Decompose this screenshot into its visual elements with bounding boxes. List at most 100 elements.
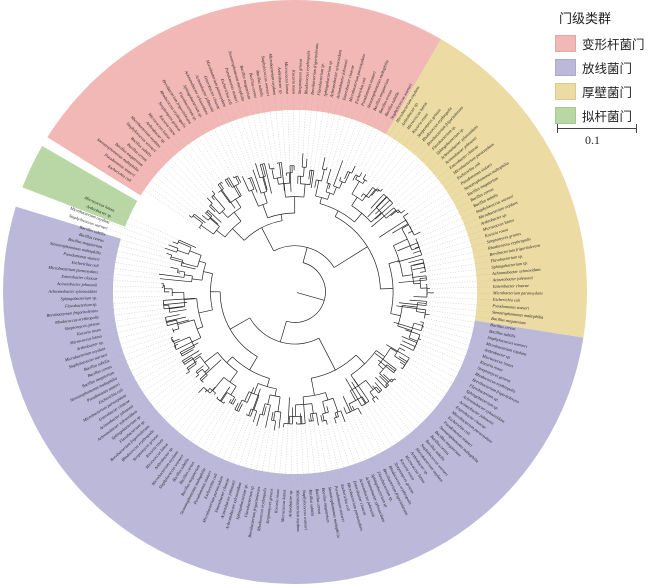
inner-ring [113,110,477,474]
tree-branch [332,398,339,413]
tree-arc [217,352,238,372]
guide-line [234,423,253,479]
guide-line [121,343,197,384]
tree-arc [362,178,367,182]
guide-line [383,142,423,188]
tree-branch [277,396,281,412]
tree-branch [170,256,183,261]
tree-branch [233,212,242,222]
guide-line [375,383,425,439]
guide-line [225,108,257,191]
tree-arc [219,208,226,215]
tree-branch [242,176,250,192]
tree-branch [336,411,339,417]
leaf-label: Flavobacterium sp. [489,253,523,263]
tree-branch [195,365,204,372]
tree-arc [258,202,268,207]
tree-branch [326,406,329,413]
tree-arc [419,278,421,289]
tree-branch [308,170,311,180]
tree-branch [219,386,231,402]
legend-swatch [555,106,576,124]
tree-branch [253,383,259,394]
tree-branch [402,304,418,308]
tree-branch [365,380,374,390]
tree-branch [251,190,259,207]
tree-branch [321,169,325,182]
tree-branches [158,153,434,431]
tree-branch [400,343,414,351]
tree-arc [351,205,372,223]
tree-branch [390,347,398,353]
leaf-label: Acinetobacter johnsonii [56,281,98,287]
guide-line [400,274,491,283]
tree-branch [362,174,367,180]
tree-branch [263,192,268,204]
tree-branch [413,231,421,236]
tree-branch [271,168,275,179]
tree-branch [184,298,197,300]
guide-line [354,380,405,455]
tree-branch [166,319,177,323]
legend-item-actinobacteria: 放线菌门 [555,55,647,79]
tree-branch [397,211,400,214]
tree-branch [256,414,261,427]
tree-branch [303,404,306,424]
tree-branch [226,178,233,188]
phylum-sectors [2,0,587,585]
tree-branch [235,185,242,196]
guide-line [368,150,432,216]
guide-line [175,136,218,191]
tree-branch [205,212,219,225]
guide-line [213,113,242,175]
tree-branch [322,413,325,421]
tree-arc [199,222,203,228]
tree-branch [182,350,200,362]
leaf-label: Rhodococcus erythropolis [303,50,311,95]
tree-branch [250,388,261,417]
tree-branch [221,211,228,218]
guide-line [105,241,183,263]
tree-arc [309,169,314,172]
tree-branch [397,325,412,331]
tree-branch [352,174,356,181]
leaf-label: Bacillus megaterium [491,316,526,326]
guide-line [109,229,163,248]
leaf-label: Bacillus cereus [248,72,258,98]
tree-branch [236,399,243,411]
leaf-label: Brevibacterium frigoritolerans [46,308,98,318]
tree-branch [178,241,192,248]
tree-branch [171,336,174,339]
tree-branch [334,412,337,418]
guide-line [395,322,483,350]
tree-branch [303,184,306,198]
tree-branch [198,309,213,314]
tree-branch [204,367,210,373]
tree-branch [232,398,237,405]
guide-line [425,318,488,332]
tree-branch [400,367,403,370]
tree-branch [412,267,425,271]
guide-line [178,398,217,451]
tree-branch [407,230,413,234]
tree-branch [400,209,406,214]
tree-branch [174,336,190,344]
tree-branch [262,164,266,177]
tree-branch [334,417,337,424]
guide-line [109,332,173,355]
leaf-label: Bacillus megaterium [321,488,331,523]
guide-line [228,390,260,477]
tree-arc [209,203,213,207]
leaf-label: Microbacterium paraoxydans [47,265,98,275]
tree-branch [159,278,192,283]
tree-branch [212,377,225,391]
guide-line [425,327,485,344]
tree-branch [228,177,241,198]
legend-item-bacteroidetes: 拟杆菌门 [555,103,647,127]
tree-branch [251,177,258,193]
tree-branch [361,396,367,404]
leaf-label: Escherichia coli [340,483,352,513]
tree-branch [350,374,359,387]
guide-line [111,223,167,245]
tree-arc [201,263,207,281]
